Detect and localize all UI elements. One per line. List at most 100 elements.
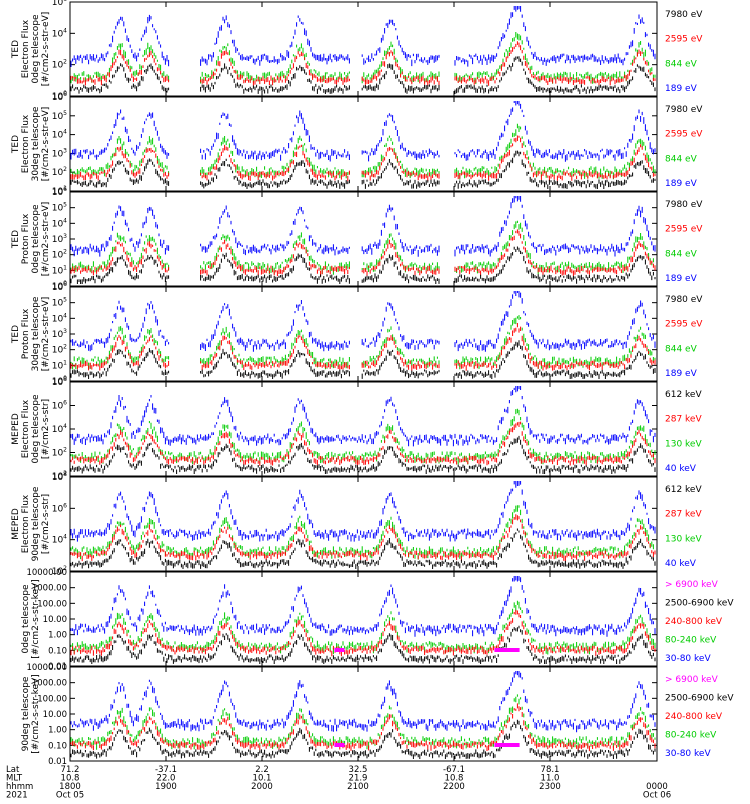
trace-magenta	[334, 648, 520, 652]
traces	[70, 291, 656, 379]
legend-entry: 7980 eV	[665, 295, 703, 305]
y-axis-label-line: Proton Flux	[21, 213, 31, 264]
trace-2	[70, 505, 656, 560]
x-axis-tick-label: 0000	[646, 782, 668, 792]
y-axis-label: MEPED Electron Flux 90deg telescope [#/cm2-…	[11, 486, 51, 561]
traces	[70, 6, 656, 94]
y-tick-label: 104	[52, 217, 67, 229]
legend-entry: 40 keV	[665, 559, 697, 569]
legend-entry: 240-800 keV	[665, 617, 723, 627]
panel-7: 0.010.101.0010.00100.001000.0010000.000d…	[21, 568, 734, 672]
y-tick-label: 102	[52, 344, 67, 356]
x-axis-row-label: Lat	[6, 765, 20, 775]
y-tick-label: 106	[52, 91, 67, 103]
y-tick-label: 100	[52, 280, 67, 292]
y-axis-label: TED Electron Flux 30deg telescope [#/cm2-s-…	[11, 106, 51, 181]
legend-entry: > 6900 keV	[665, 580, 719, 590]
x-axis-tick-label: 22.0	[157, 774, 176, 784]
trace-4	[70, 150, 656, 189]
traces	[70, 481, 656, 569]
traces	[70, 196, 656, 284]
trace-3	[70, 135, 656, 182]
x-axis-row-label: hhmm	[6, 782, 33, 792]
y-tick-label: 105	[52, 110, 67, 122]
legend-entry: 80-240 keV	[665, 636, 717, 646]
y-tick-label: 104	[52, 27, 67, 39]
legend-entry: 287 keV	[665, 415, 702, 425]
trace-4	[70, 528, 656, 569]
y-tick-label: 10000.00	[26, 568, 67, 578]
trace-1	[70, 6, 656, 67]
y-tick-label: 101	[52, 359, 67, 371]
legend-entry: 2595 eV	[665, 130, 703, 140]
x-axis-tick-label: Oct 06	[643, 791, 671, 801]
y-tick-label: 105	[52, 202, 67, 214]
y-tick-label: 10.00	[43, 615, 67, 625]
y-tick-label: 102	[52, 166, 67, 178]
traces	[70, 101, 656, 189]
x-axis-tick-label: 21.9	[349, 774, 368, 784]
x-axis-tick-label: 10.1	[253, 774, 272, 784]
panel-8: 0.010.101.0010.00100.001000.0010000.0090…	[21, 663, 734, 767]
y-axis-label-line: [#/cm2-s-str]	[41, 399, 51, 459]
y-axis-label-line: 90deg telescope	[21, 676, 31, 751]
y-tick-label: 100	[52, 90, 67, 102]
y-tick-label: 10000.00	[26, 663, 67, 673]
y-axis-label-line: [#/cm2-s-str-eV]	[41, 297, 51, 372]
legend-entry: 189 eV	[665, 274, 698, 284]
y-axis-label-line: TED	[11, 230, 21, 249]
y-tick-label: 100	[52, 375, 67, 387]
x-axis-tick-label: 1900	[155, 782, 177, 792]
y-axis-label-line: [#/cm2-s-str]	[41, 494, 51, 554]
trace-1	[70, 671, 656, 733]
y-tick-label: 101	[52, 185, 67, 197]
y-tick-label: 100.00	[37, 599, 67, 609]
trace-1	[70, 291, 656, 352]
y-axis-label-line: 90deg telescope	[31, 486, 41, 561]
x-axis-tick-label: -37.1	[155, 765, 177, 775]
y-axis-label-line: MEPED	[11, 508, 21, 540]
y-axis-label-line: 30deg telescope	[31, 296, 41, 371]
legend-entry: 844 eV	[665, 59, 698, 69]
legend-entry: 7980 eV	[665, 105, 703, 115]
trace-3	[70, 609, 656, 657]
y-axis-label: MEPED Electron Flux 0deg telescope [#/cm2-s…	[11, 394, 51, 464]
y-tick-label: 106	[52, 502, 67, 514]
legend-entry: 2595 eV	[665, 320, 703, 330]
y-axis-label-line: [#/cm2-s-str-eV]	[41, 12, 51, 87]
trace-1	[70, 101, 656, 162]
y-axis-label: TED Electron Flux 0deg telescope [#/cm2-s-s…	[11, 12, 51, 87]
panel-frame	[69, 96, 658, 192]
panel-frame	[69, 476, 658, 572]
legend-entry: 2595 eV	[665, 225, 703, 235]
legend-entry: 7980 eV	[665, 10, 703, 20]
y-axis-label-line: MEPED	[11, 413, 21, 445]
x-axis-tick-label: 1800	[59, 782, 81, 792]
legend-entry: 2500-6900 keV	[665, 694, 734, 704]
trace-4	[70, 435, 656, 474]
y-axis-label-line: Proton Flux	[21, 308, 31, 359]
traces	[70, 671, 656, 759]
y-tick-label: 104	[52, 534, 67, 546]
y-tick-label: 0.10	[48, 741, 67, 751]
y-axis-label-line: 30deg telescope	[31, 106, 41, 181]
legend-entry: 612 keV	[665, 390, 702, 400]
panel-frame	[69, 666, 658, 762]
y-tick-label: 104	[52, 129, 67, 141]
legend-entry: 287 keV	[665, 510, 702, 520]
trace-1	[70, 196, 656, 257]
x-axis-tick-label: -67.1	[443, 765, 465, 775]
legend-entry: > 6900 keV	[665, 675, 719, 685]
y-tick-label: 101	[52, 264, 67, 276]
x-axis-row-label: MLT	[6, 774, 23, 784]
legend-entry: 80-240 keV	[665, 731, 717, 741]
y-tick-label: 102	[52, 447, 67, 459]
x-axis-tick-label: 10.8	[445, 774, 464, 784]
y-tick-label: 106	[52, 281, 67, 293]
